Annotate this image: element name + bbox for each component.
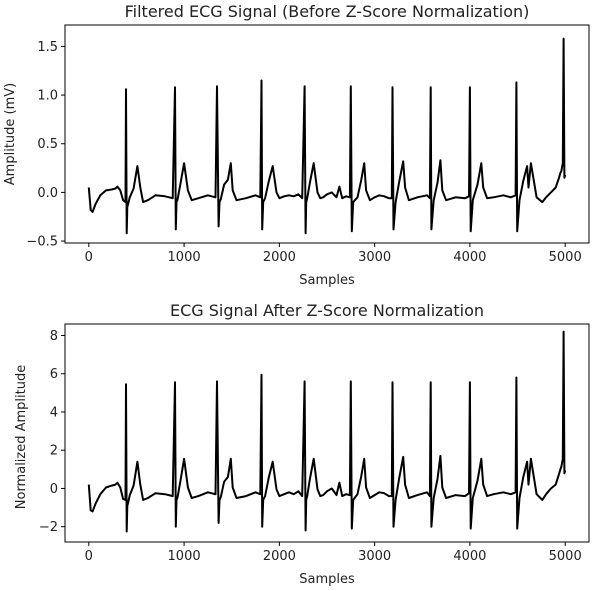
top-x-tick-label: 3000	[358, 250, 391, 265]
bottom-axes-frame	[64, 323, 590, 543]
bottom-y-tick-label: 2	[50, 444, 58, 459]
top-chart-title: Filtered ECG Signal (Before Z-Score Norm…	[125, 2, 530, 21]
top-y-tick-label: 0.5	[37, 137, 58, 152]
bottom-x-axis-label: Samples	[299, 572, 355, 587]
top-series-line-0	[87, 37, 567, 235]
bottom-plot-marks: 0 1000 2000 3000 4000 5000 −2 0 2 4 6 8	[39, 329, 582, 564]
bottom-y-tick-label: −2	[39, 520, 58, 535]
top-x-tick-label: 0	[85, 250, 93, 265]
bottom-y-tick-label: 6	[50, 367, 58, 382]
top-panel: Filtered ECG Signal (Before Z-Score Norm…	[3, 2, 590, 288]
top-y-tick-label: 1.5	[37, 40, 58, 55]
bottom-x-tick-label: 1000	[168, 549, 201, 564]
bottom-y-tick-label: 8	[50, 329, 58, 344]
top-x-tick-label: 5000	[549, 250, 582, 265]
bottom-x-tick-label: 5000	[549, 549, 582, 564]
bottom-x-tick-label: 2000	[263, 549, 296, 564]
top-y-tick-label: 0.0	[37, 186, 58, 201]
top-y-tick-label: −0.5	[26, 235, 58, 250]
bottom-y-axis-label: Normalized Amplitude	[14, 365, 29, 509]
bottom-x-tick-label: 3000	[358, 549, 391, 564]
bottom-series-line-0	[87, 330, 567, 533]
top-y-axis-label: Amplitude (mV)	[3, 83, 18, 185]
top-plot-marks: 0 1000 2000 3000 4000 5000 −0.5 0.0 0.5 1.0 1.5	[26, 37, 582, 265]
top-y-tick-label: 1.0	[37, 89, 58, 104]
top-x-tick-label: 1000	[168, 250, 201, 265]
top-axes-frame	[64, 24, 590, 244]
bottom-x-tick-label: 4000	[453, 549, 486, 564]
bottom-x-tick-label: 0	[85, 549, 93, 564]
bottom-y-tick-label: 0	[50, 482, 58, 497]
bottom-panel: ECG Signal After Z-Score Normalization 0…	[14, 301, 590, 587]
top-x-tick-label: 2000	[263, 250, 296, 265]
bottom-y-tick-label: 4	[50, 405, 58, 420]
bottom-chart-title: ECG Signal After Z-Score Normalization	[170, 301, 484, 320]
top-x-tick-label: 4000	[453, 250, 486, 265]
top-x-axis-label: Samples	[299, 273, 355, 288]
